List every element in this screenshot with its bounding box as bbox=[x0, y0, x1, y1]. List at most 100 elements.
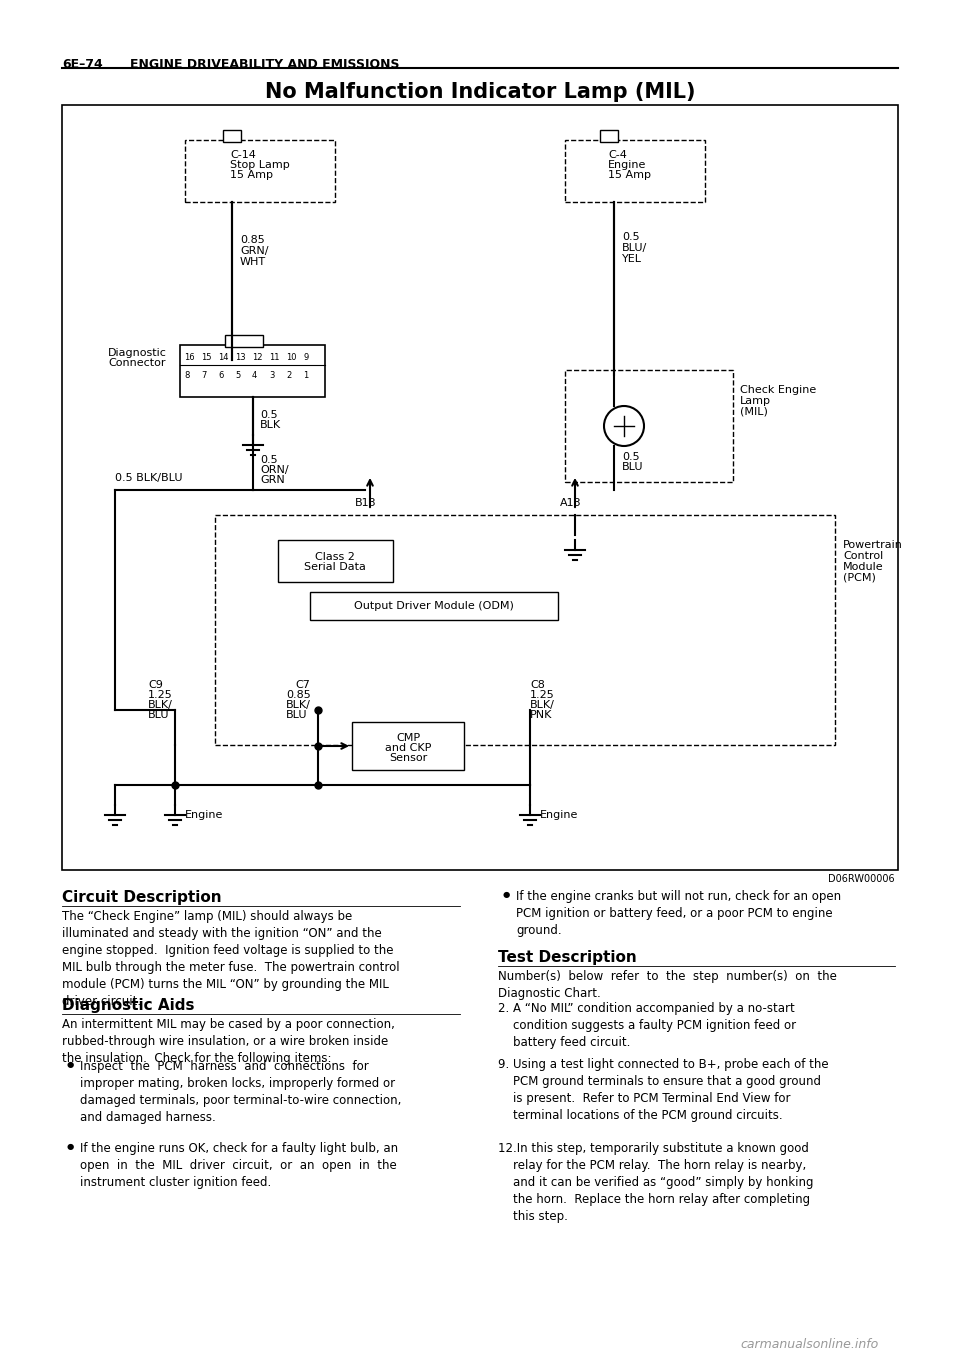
Text: If the engine cranks but will not run, check for an open
PCM ignition or battery: If the engine cranks but will not run, c… bbox=[516, 889, 841, 937]
Text: Inspect  the  PCM  harness  and  connections  for
improper mating, broken locks,: Inspect the PCM harness and connections … bbox=[80, 1061, 401, 1124]
Bar bbox=[185, 140, 335, 202]
Text: Lamp: Lamp bbox=[740, 397, 771, 406]
Text: Control: Control bbox=[843, 551, 883, 561]
Text: 6E–74: 6E–74 bbox=[62, 58, 103, 71]
Text: B13: B13 bbox=[355, 498, 376, 508]
Text: C8: C8 bbox=[530, 680, 545, 690]
Text: Number(s)  below  refer  to  the  step  number(s)  on  the
Diagnostic Chart.: Number(s) below refer to the step number… bbox=[498, 970, 837, 999]
Text: C-4: C-4 bbox=[608, 149, 627, 160]
Text: 15: 15 bbox=[201, 353, 211, 363]
Text: 12: 12 bbox=[252, 353, 262, 363]
Text: carmanualsonline.info: carmanualsonline.info bbox=[740, 1338, 878, 1351]
Bar bbox=[278, 540, 393, 583]
Text: (PCM): (PCM) bbox=[843, 573, 876, 583]
Text: Module: Module bbox=[843, 562, 883, 572]
Text: BLK/: BLK/ bbox=[530, 699, 555, 710]
Text: 0.85: 0.85 bbox=[240, 235, 265, 244]
Text: 8: 8 bbox=[184, 371, 189, 380]
Text: YEL: YEL bbox=[622, 254, 642, 263]
Text: 0.5: 0.5 bbox=[622, 232, 639, 242]
Text: ENGINE DRIVEABILITY AND EMISSIONS: ENGINE DRIVEABILITY AND EMISSIONS bbox=[130, 58, 399, 71]
Text: 1.25: 1.25 bbox=[148, 690, 173, 699]
Text: GRN: GRN bbox=[260, 475, 285, 485]
Text: ORN/: ORN/ bbox=[260, 464, 289, 475]
Text: C7: C7 bbox=[295, 680, 310, 690]
Text: Check Engine: Check Engine bbox=[740, 386, 816, 395]
Text: 1.25: 1.25 bbox=[530, 690, 555, 699]
Text: 9: 9 bbox=[303, 353, 308, 363]
Text: 11: 11 bbox=[269, 353, 279, 363]
Text: BLU: BLU bbox=[286, 710, 307, 720]
Bar bbox=[215, 515, 835, 746]
Text: 5: 5 bbox=[235, 371, 240, 380]
Text: 12.In this step, temporarily substitute a known good
    relay for the PCM relay: 12.In this step, temporarily substitute … bbox=[498, 1142, 813, 1224]
Text: BLU: BLU bbox=[148, 710, 170, 720]
Text: Engine: Engine bbox=[540, 809, 578, 820]
Text: WHT: WHT bbox=[240, 257, 266, 268]
Text: Engine: Engine bbox=[608, 160, 646, 170]
Text: CMP: CMP bbox=[396, 733, 420, 743]
Text: BLK: BLK bbox=[260, 420, 281, 430]
Bar bbox=[225, 335, 263, 348]
Bar bbox=[310, 592, 558, 621]
Text: ●: ● bbox=[67, 1061, 74, 1069]
Text: Diagnostic Aids: Diagnostic Aids bbox=[62, 998, 195, 1013]
Text: 15 Amp: 15 Amp bbox=[230, 170, 273, 181]
Text: 9. Using a test light connected to B+, probe each of the
    PCM ground terminal: 9. Using a test light connected to B+, p… bbox=[498, 1058, 828, 1122]
Text: 4: 4 bbox=[252, 371, 257, 380]
Bar bbox=[600, 130, 618, 143]
Bar bbox=[565, 369, 733, 482]
Text: Connector: Connector bbox=[108, 359, 165, 368]
Text: 15 Amp: 15 Amp bbox=[608, 170, 651, 181]
Text: 6: 6 bbox=[218, 371, 224, 380]
Text: 0.85: 0.85 bbox=[286, 690, 311, 699]
Text: ●: ● bbox=[67, 1142, 74, 1152]
Text: 3: 3 bbox=[269, 371, 275, 380]
Text: No Malfunction Indicator Lamp (MIL): No Malfunction Indicator Lamp (MIL) bbox=[265, 81, 695, 102]
Text: 10: 10 bbox=[286, 353, 297, 363]
Bar bbox=[223, 130, 241, 143]
Text: BLK/: BLK/ bbox=[148, 699, 173, 710]
Text: 0.5: 0.5 bbox=[260, 455, 277, 464]
Text: Serial Data: Serial Data bbox=[304, 562, 366, 572]
Text: Class 2: Class 2 bbox=[315, 551, 355, 562]
Text: Powertrain: Powertrain bbox=[843, 540, 902, 550]
Text: An intermittent MIL may be cased by a poor connection,
rubbed-through wire insul: An intermittent MIL may be cased by a po… bbox=[62, 1018, 395, 1065]
Text: 14: 14 bbox=[218, 353, 228, 363]
Text: Output Driver Module (ODM): Output Driver Module (ODM) bbox=[354, 602, 514, 611]
Text: 2. A “No MIL” condition accompanied by a no-start
    condition suggests a fault: 2. A “No MIL” condition accompanied by a… bbox=[498, 1002, 796, 1048]
Text: 16: 16 bbox=[184, 353, 195, 363]
Text: Stop Lamp: Stop Lamp bbox=[230, 160, 290, 170]
Text: Diagnostic: Diagnostic bbox=[108, 348, 167, 359]
Text: (MIL): (MIL) bbox=[740, 407, 768, 417]
Text: 0.5: 0.5 bbox=[622, 452, 639, 462]
Text: PNK: PNK bbox=[530, 710, 552, 720]
Text: BLU: BLU bbox=[622, 462, 643, 473]
Text: Test Description: Test Description bbox=[498, 951, 636, 966]
Text: 0.5 BLK/BLU: 0.5 BLK/BLU bbox=[115, 473, 182, 483]
Text: Sensor: Sensor bbox=[389, 752, 427, 763]
Text: ●: ● bbox=[503, 889, 511, 899]
Text: 7: 7 bbox=[201, 371, 206, 380]
Bar bbox=[62, 105, 898, 870]
Text: and CKP: and CKP bbox=[385, 743, 431, 752]
Text: D06RW00006: D06RW00006 bbox=[828, 875, 895, 884]
Text: BLK/: BLK/ bbox=[286, 699, 311, 710]
Text: The “Check Engine” lamp (MIL) should always be
illuminated and steady with the i: The “Check Engine” lamp (MIL) should alw… bbox=[62, 910, 399, 1008]
Bar bbox=[352, 722, 464, 770]
Text: C9: C9 bbox=[148, 680, 163, 690]
Text: 0.5: 0.5 bbox=[260, 410, 277, 420]
Circle shape bbox=[604, 406, 644, 445]
Text: 2: 2 bbox=[286, 371, 291, 380]
Text: If the engine runs OK, check for a faulty light bulb, an
open  in  the  MIL  dri: If the engine runs OK, check for a fault… bbox=[80, 1142, 398, 1190]
Text: Engine: Engine bbox=[185, 809, 224, 820]
Text: GRN/: GRN/ bbox=[240, 246, 269, 257]
Bar bbox=[180, 345, 325, 397]
Bar bbox=[565, 140, 705, 202]
Text: C-14: C-14 bbox=[230, 149, 256, 160]
Text: Circuit Description: Circuit Description bbox=[62, 889, 222, 904]
Text: 1: 1 bbox=[303, 371, 308, 380]
Text: A13: A13 bbox=[560, 498, 582, 508]
Text: BLU/: BLU/ bbox=[622, 243, 647, 253]
Text: 13: 13 bbox=[235, 353, 246, 363]
